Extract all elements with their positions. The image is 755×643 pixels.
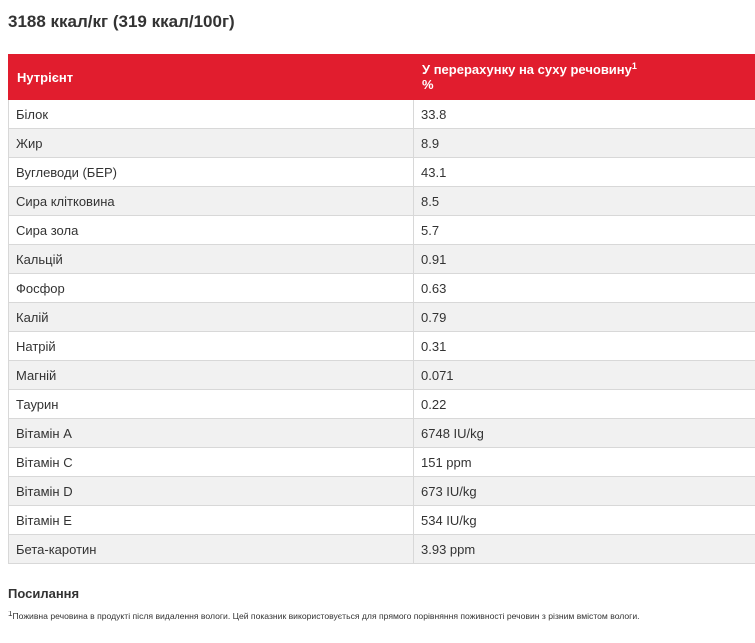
- dry-matter-column-header: У перерахунку на суху речовину1 %: [413, 54, 755, 100]
- nutrient-value-cell: 33.8: [413, 99, 755, 129]
- references-title: Посилання: [8, 586, 80, 601]
- nutrient-value-cell: 0.071: [413, 360, 755, 390]
- table-row: Магній 0.071: [8, 360, 755, 390]
- table-row: Калій 0.79: [8, 302, 755, 332]
- footnote: 1Поживна речовина в продукті після видал…: [8, 611, 753, 621]
- nutrient-rows: Білок 33.8 Жир 8.9 Вуглеводи (БЕР) 43.1 Сира к…: [8, 99, 755, 564]
- nutrient-value-cell: 8.9: [413, 128, 755, 158]
- nutrient-value-cell: 0.91: [413, 244, 755, 274]
- nutrient-name-cell: Вуглеводи (БЕР): [8, 157, 414, 187]
- nutrient-value-cell: 0.79: [413, 302, 755, 332]
- nutrient-name-cell: Сира зола: [8, 215, 414, 245]
- nutrient-name-cell: Таурин: [8, 389, 414, 419]
- nutrient-name-cell: Кальцій: [8, 244, 414, 274]
- nutrient-value-cell: 8.5: [413, 186, 755, 216]
- nutrient-column-header: Нутрієнт: [8, 54, 414, 100]
- nutrient-value-cell: 0.31: [413, 331, 755, 361]
- nutrient-name-cell: Вітамін А: [8, 418, 414, 448]
- nutrient-value-cell: 3.93 ppm: [413, 534, 755, 564]
- nutrient-value-cell: 5.7: [413, 215, 755, 245]
- table-row: Жир 8.9: [8, 128, 755, 158]
- table-row: Білок 33.8: [8, 99, 755, 129]
- footnote-marker: 1: [631, 61, 637, 71]
- footnote-number: 1: [8, 611, 13, 618]
- table-header-row: Нутрієнт У перерахунку на суху речовину1…: [8, 54, 755, 100]
- nutrient-value-cell: 534 IU/kg: [413, 505, 755, 535]
- table-row: Вітамін А 6748 IU/kg: [8, 418, 755, 448]
- nutrient-name-cell: Жир: [8, 128, 414, 158]
- nutrient-name-cell: Сира клітковина: [8, 186, 414, 216]
- table-row: Вуглеводи (БЕР) 43.1: [8, 157, 755, 187]
- table-row: Таурин 0.22: [8, 389, 755, 419]
- table-row: Сира зола 5.7: [8, 215, 755, 245]
- nutrient-value-cell: 6748 IU/kg: [413, 418, 755, 448]
- table-row: Натрій 0.31: [8, 331, 755, 361]
- percent-unit-label: %: [422, 77, 434, 92]
- nutrient-name-cell: Білок: [8, 99, 414, 129]
- dry-matter-header-label: У перерахунку на суху речовину: [422, 62, 632, 77]
- nutrient-name-cell: Фосфор: [8, 273, 414, 303]
- table-row: Вітамін D 673 IU/kg: [8, 476, 755, 506]
- nutrient-value-cell: 151 ppm: [413, 447, 755, 477]
- footnote-text: Поживна речовина в продукті після видале…: [12, 611, 640, 621]
- table-row: Бета-каротин 3.93 ppm: [8, 534, 755, 564]
- nutrient-name-cell: Натрій: [8, 331, 414, 361]
- nutrient-name-cell: Вітамін D: [8, 476, 414, 506]
- nutrient-value-cell: 0.63: [413, 273, 755, 303]
- nutrient-value-cell: 673 IU/kg: [413, 476, 755, 506]
- table-row: Вітамін Е 534 IU/kg: [8, 505, 755, 535]
- nutrient-value-cell: 43.1: [413, 157, 755, 187]
- nutrient-table: Нутрієнт У перерахунку на суху речовину1…: [8, 54, 755, 564]
- nutrient-name-cell: Вітамін С: [8, 447, 414, 477]
- calorie-heading: 3188 ккал/кг (319 ккал/100г): [8, 12, 235, 31]
- nutrient-name-cell: Бета-каротин: [8, 534, 414, 564]
- nutrient-name-cell: Вітамін Е: [8, 505, 414, 535]
- nutrient-name-cell: Магній: [8, 360, 414, 390]
- table-row: Фосфор 0.63: [8, 273, 755, 303]
- nutrient-value-cell: 0.22: [413, 389, 755, 419]
- table-row: Вітамін С 151 ppm: [8, 447, 755, 477]
- table-row: Кальцій 0.91: [8, 244, 755, 274]
- nutrient-name-cell: Калій: [8, 302, 414, 332]
- table-row: Сира клітковина 8.5: [8, 186, 755, 216]
